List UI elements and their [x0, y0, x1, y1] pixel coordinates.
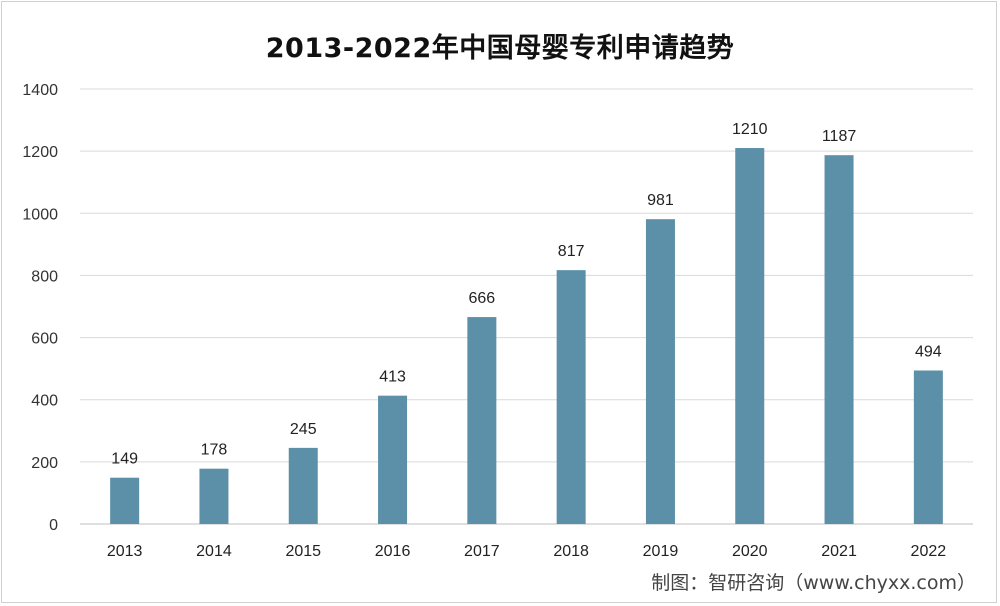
data-label: 494 — [915, 344, 942, 361]
bar — [556, 270, 586, 524]
bar — [110, 477, 140, 524]
bar — [467, 317, 497, 524]
y-tick-label: 1400 — [22, 82, 58, 99]
data-label: 413 — [379, 369, 406, 386]
bar — [378, 395, 408, 524]
data-label: 666 — [468, 290, 495, 307]
y-tick-label: 1200 — [22, 144, 58, 161]
x-tick-label: 2016 — [375, 543, 411, 560]
data-label: 817 — [558, 243, 585, 260]
x-tick-label: 2020 — [732, 543, 768, 560]
data-label: 1210 — [732, 121, 768, 138]
y-tick-label: 200 — [31, 455, 58, 472]
x-tick-label: 2017 — [464, 543, 500, 560]
x-tick-label: 2021 — [821, 543, 857, 560]
data-label: 245 — [290, 421, 317, 438]
data-label: 981 — [647, 192, 674, 209]
bar — [288, 447, 318, 524]
data-label: 178 — [201, 442, 228, 459]
bar — [645, 219, 675, 525]
y-tick-label: 1000 — [22, 206, 58, 223]
x-tick-label: 2019 — [643, 543, 679, 560]
x-tick-label: 2014 — [196, 543, 232, 560]
x-tick-label: 2022 — [911, 543, 947, 560]
bar — [913, 370, 943, 524]
x-tick-label: 2018 — [553, 543, 589, 560]
y-tick-label: 400 — [31, 393, 58, 410]
y-tick-label: 0 — [49, 517, 58, 534]
x-tick-label: 2015 — [285, 543, 321, 560]
y-tick-label: 600 — [31, 331, 58, 348]
chart-title: 2013-2022年中国母婴专利申请趋势 — [265, 33, 735, 64]
data-label: 1187 — [822, 128, 857, 145]
data-label: 149 — [111, 451, 138, 468]
bar — [824, 155, 854, 525]
y-tick-label: 800 — [31, 268, 58, 285]
source-note: 制图：智研咨询（www.chyxx.com） — [651, 572, 976, 594]
bar — [735, 148, 765, 525]
bar — [199, 468, 229, 524]
x-tick-label: 2013 — [107, 543, 143, 560]
